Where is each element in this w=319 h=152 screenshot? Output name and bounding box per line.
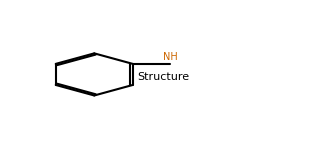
Text: NH: NH (162, 52, 177, 62)
Text: Structure: Structure (137, 72, 189, 82)
